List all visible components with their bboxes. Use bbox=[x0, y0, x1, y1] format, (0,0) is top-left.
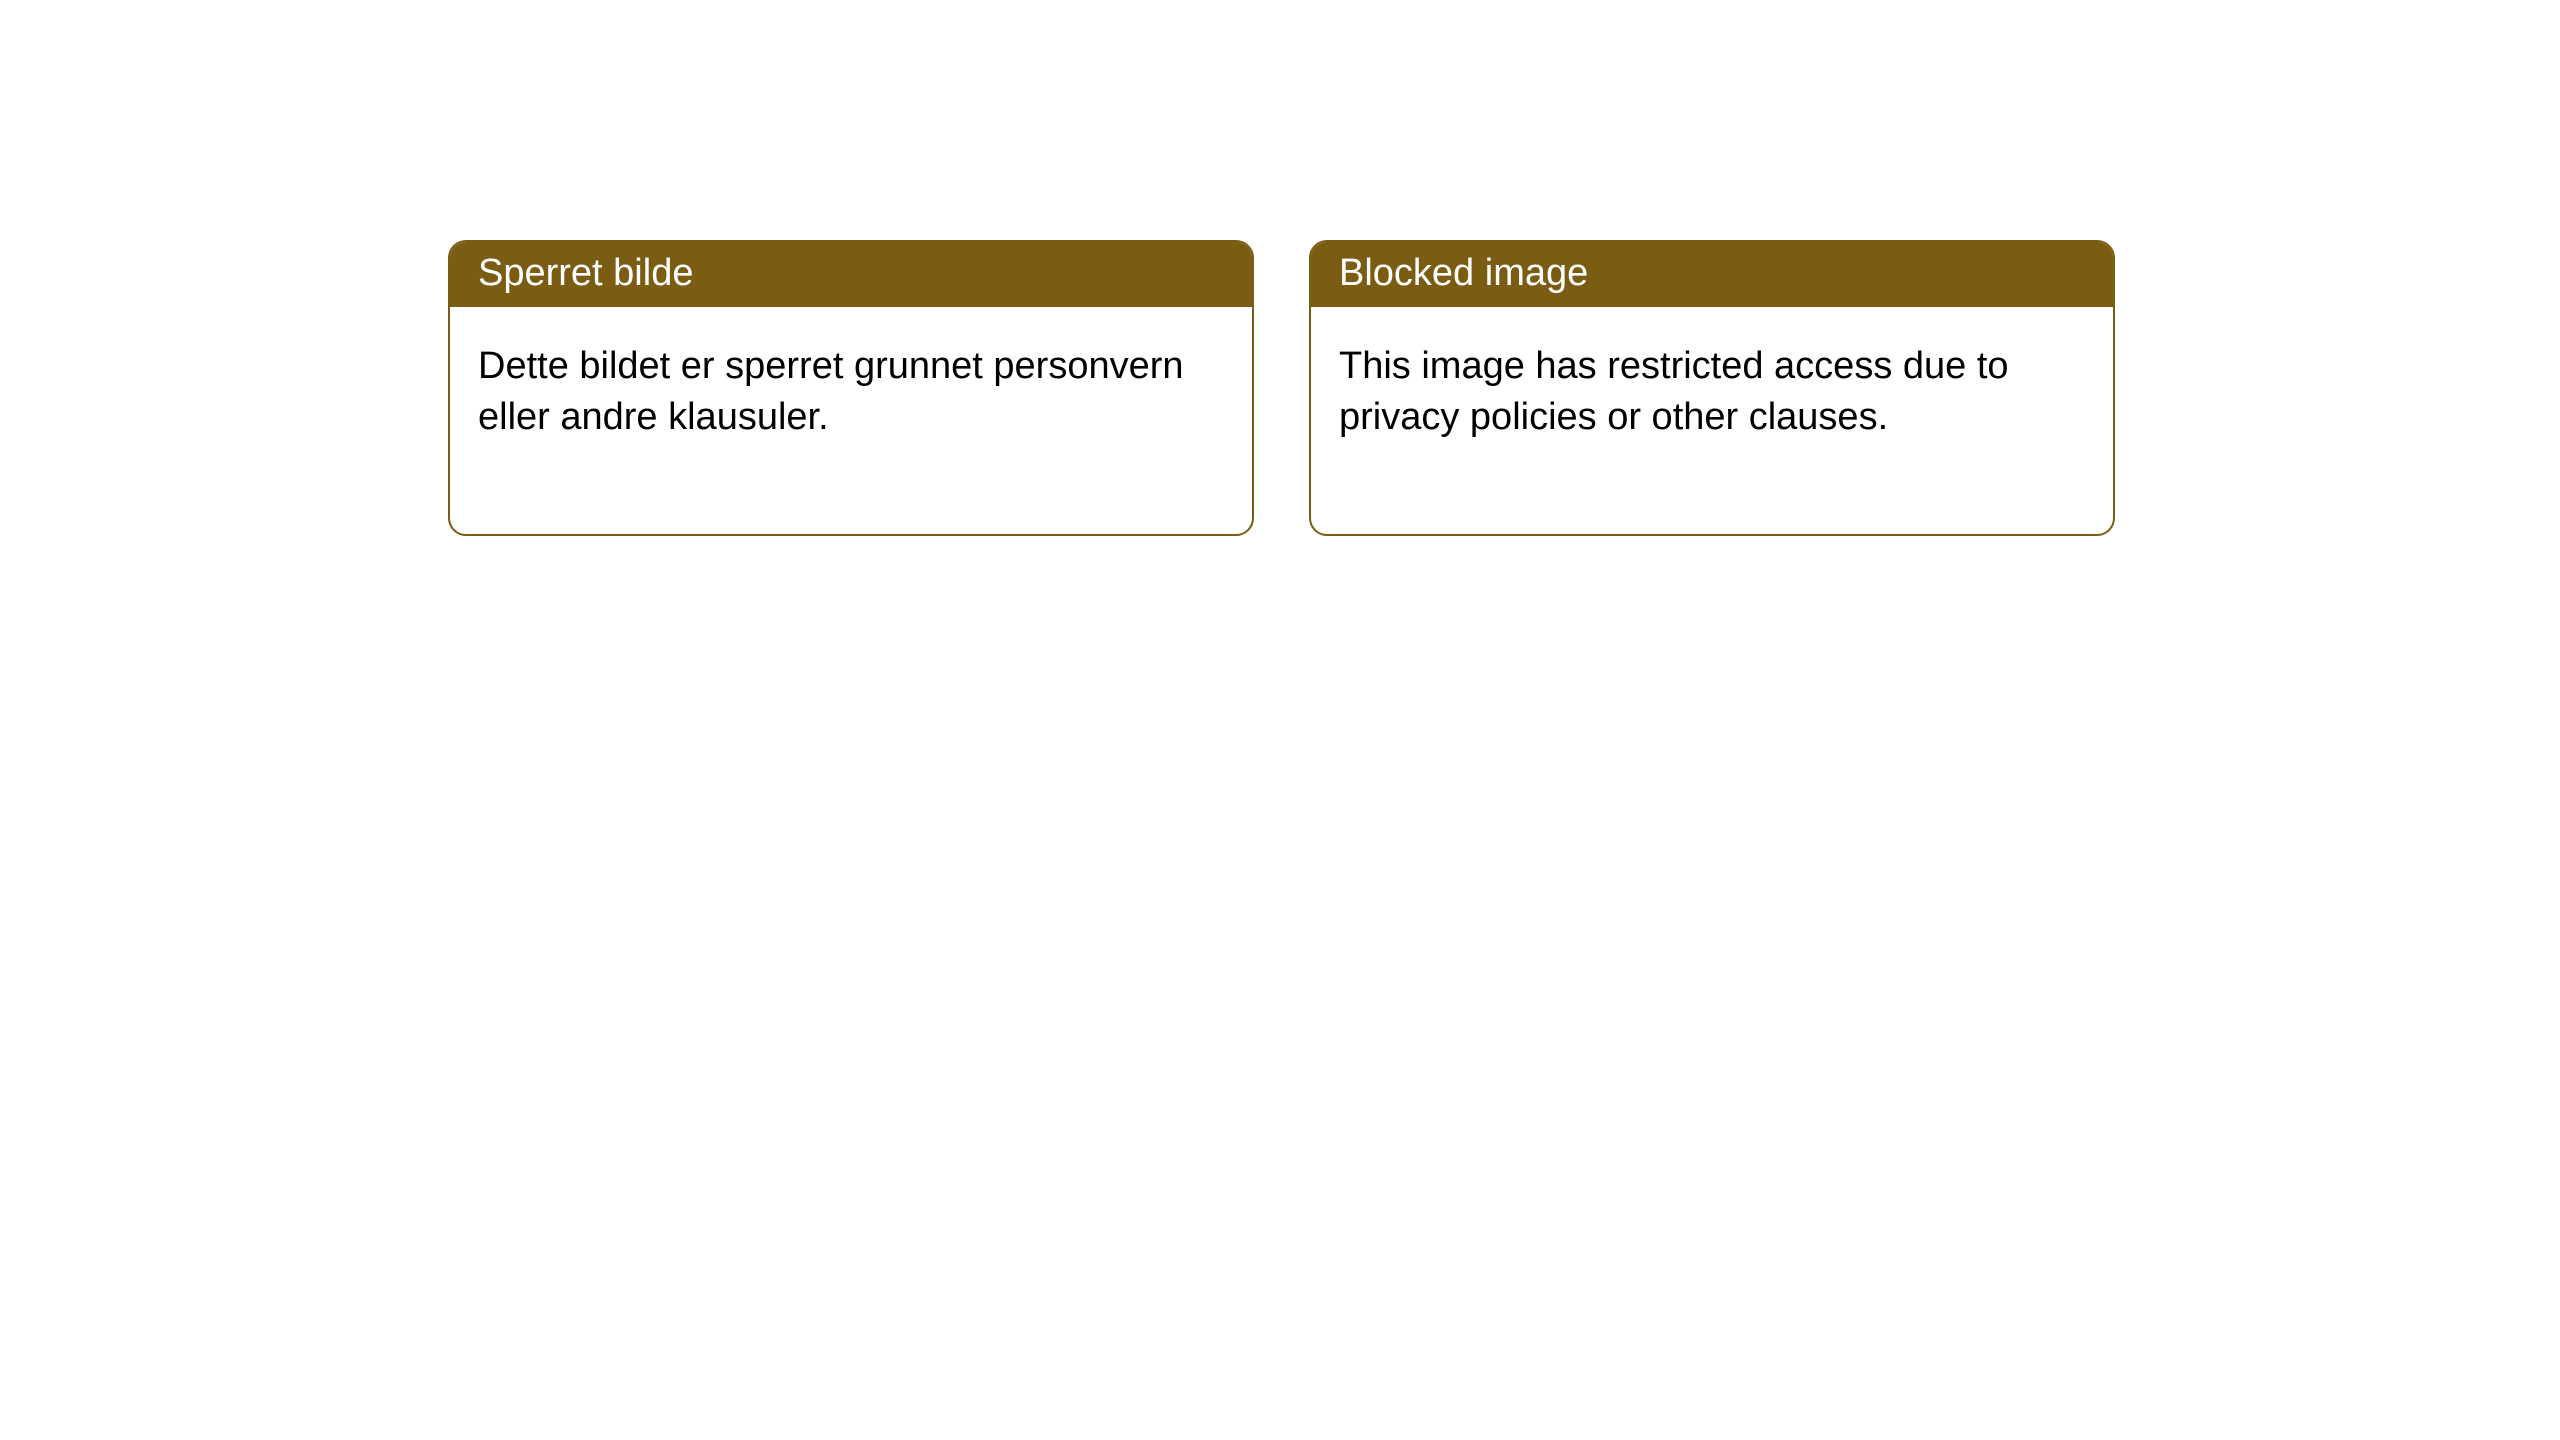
notice-container: Sperret bilde Dette bildet er sperret gr… bbox=[448, 240, 2115, 536]
notice-body: This image has restricted access due to … bbox=[1311, 307, 2113, 534]
notice-body: Dette bildet er sperret grunnet personve… bbox=[450, 307, 1252, 534]
notice-title: Blocked image bbox=[1311, 242, 2113, 307]
notice-title: Sperret bilde bbox=[450, 242, 1252, 307]
notice-card-english: Blocked image This image has restricted … bbox=[1309, 240, 2115, 536]
notice-card-norwegian: Sperret bilde Dette bildet er sperret gr… bbox=[448, 240, 1254, 536]
